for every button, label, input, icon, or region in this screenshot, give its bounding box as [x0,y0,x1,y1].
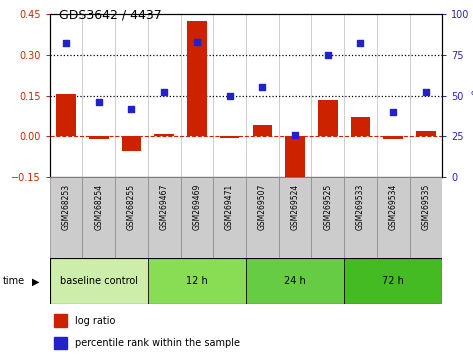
Bar [383,136,403,139]
Bar [89,136,108,139]
Text: GSM269533: GSM269533 [356,183,365,230]
Text: baseline control: baseline control [60,276,138,286]
Y-axis label: %: % [471,91,473,101]
Point [62,41,70,46]
Bar [154,133,174,136]
Bar [344,177,377,258]
Bar [410,177,442,258]
Bar [246,177,279,258]
Text: GSM269467: GSM269467 [160,183,169,230]
Bar [285,136,305,185]
Point [259,85,266,90]
Bar [50,177,82,258]
Bar [246,258,344,304]
Bar [213,177,246,258]
Bar [344,258,442,304]
Text: GDS3642 / 4437: GDS3642 / 4437 [59,9,162,22]
Text: GSM269524: GSM269524 [290,183,299,230]
Text: GSM268254: GSM268254 [94,183,103,230]
Point [291,132,299,137]
Bar [350,117,370,136]
Text: GSM269507: GSM269507 [258,183,267,230]
Point [128,106,135,112]
Text: GSM268255: GSM268255 [127,183,136,230]
Bar [148,258,246,304]
Point [160,90,168,95]
Text: GSM269525: GSM269525 [323,183,332,230]
Bar [148,177,181,258]
Text: GSM268253: GSM268253 [61,183,70,230]
Bar [50,258,148,304]
Bar [311,177,344,258]
Point [422,90,429,95]
Bar [279,177,311,258]
Bar [187,21,207,136]
Text: 24 h: 24 h [284,276,306,286]
Bar [53,314,67,327]
Bar [181,177,213,258]
Text: percentile rank within the sample: percentile rank within the sample [75,338,240,348]
Text: GSM269534: GSM269534 [389,183,398,230]
Text: GSM269469: GSM269469 [193,183,201,230]
Text: 12 h: 12 h [186,276,208,286]
Bar [253,125,272,136]
Text: time: time [2,276,25,286]
Point [95,99,103,105]
Bar [82,177,115,258]
Bar [416,131,436,136]
Bar [377,177,410,258]
Point [389,109,397,115]
Text: log ratio: log ratio [75,316,115,326]
Bar [115,177,148,258]
Text: ▶: ▶ [32,276,40,286]
Bar [220,136,239,138]
Bar [53,337,67,349]
Text: GSM269471: GSM269471 [225,183,234,230]
Bar [56,94,76,136]
Point [357,41,364,46]
Bar [122,136,141,151]
Point [193,39,201,45]
Text: 72 h: 72 h [382,276,404,286]
Bar [318,100,338,136]
Text: GSM269535: GSM269535 [421,183,430,230]
Point [324,52,332,58]
Point [226,93,233,98]
